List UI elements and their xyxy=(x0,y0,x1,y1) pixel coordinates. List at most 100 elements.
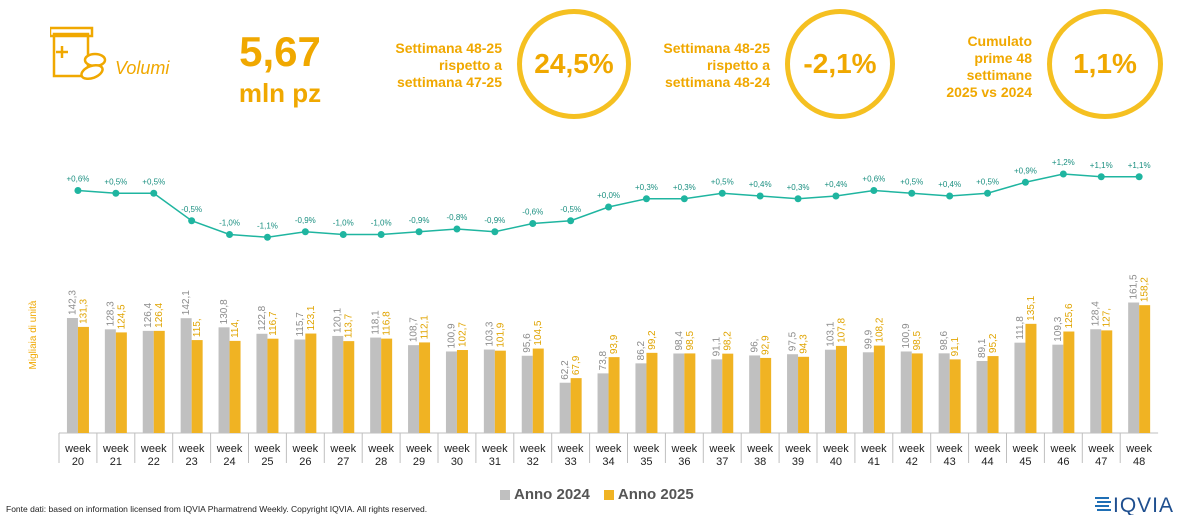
bar-2025 xyxy=(684,353,696,433)
variation-point xyxy=(1097,173,1105,181)
x-tick-label-number: 31 xyxy=(489,456,501,468)
bar-2024-label: 161,5 xyxy=(1129,274,1140,299)
bar-2024 xyxy=(66,318,78,433)
bar-2024-label: 103,3 xyxy=(484,321,495,346)
x-tick-label-week: week xyxy=(898,443,925,455)
variation-label: +1,1% xyxy=(1090,161,1113,170)
iqvia-logo: IQVIA xyxy=(1095,494,1174,515)
bar-2024-label: 89,1 xyxy=(977,338,988,358)
bar-2025-label: 108,2 xyxy=(874,317,885,342)
variation-label: +0,9% xyxy=(1014,166,1037,175)
bar-2025 xyxy=(419,342,431,433)
bar-2025 xyxy=(153,330,165,433)
x-tick-label-number: 45 xyxy=(1019,456,1031,468)
variation-point xyxy=(642,195,650,203)
variation-label: +0,5% xyxy=(711,177,734,186)
bar-2025-label: 125,6 xyxy=(1064,303,1075,328)
x-tick-label-number: 41 xyxy=(868,456,880,468)
bar-2024-label: 99,9 xyxy=(863,329,874,349)
bar-2024 xyxy=(104,329,116,433)
x-tick-label-week: week xyxy=(1087,443,1114,455)
bar-2024-label: 98,4 xyxy=(674,331,685,351)
bar-2024 xyxy=(597,373,609,433)
bar-2024-label: 73,8 xyxy=(598,350,609,370)
x-tick-label-number: 43 xyxy=(944,456,956,468)
kpi-2-circle: -2,1% xyxy=(785,9,895,119)
variation-label: +0,5% xyxy=(104,177,127,186)
bar-2024 xyxy=(711,359,723,433)
x-tick-label-number: 26 xyxy=(299,456,311,468)
bar-2025 xyxy=(305,333,317,433)
bar-2024 xyxy=(862,352,874,433)
x-tick-label-week: week xyxy=(1050,443,1077,455)
bar-2024 xyxy=(673,353,685,433)
x-tick-label-week: week xyxy=(102,443,129,455)
variation-point xyxy=(453,225,461,233)
x-tick-label-week: week xyxy=(481,443,508,455)
x-tick-label-number: 22 xyxy=(148,456,160,468)
x-tick-label-week: week xyxy=(367,443,394,455)
x-tick-label-number: 39 xyxy=(792,456,804,468)
bar-2025-label: 127, xyxy=(1102,308,1113,327)
variation-point xyxy=(680,195,688,203)
x-tick-label-week: week xyxy=(671,443,698,455)
bar-2025-label: 112,1 xyxy=(420,315,431,340)
variation-point xyxy=(794,195,802,203)
bar-2025 xyxy=(494,350,506,433)
bar-2024 xyxy=(180,318,192,433)
bar-2025 xyxy=(987,356,999,433)
bar-2024 xyxy=(749,355,761,433)
bar-2025 xyxy=(722,353,734,433)
bar-2024-label: 111,8 xyxy=(1015,316,1026,340)
variation-point xyxy=(718,189,726,197)
bar-2024 xyxy=(294,339,306,433)
bar-2025-label: 116,8 xyxy=(382,311,393,336)
x-tick-label-week: week xyxy=(746,443,773,455)
y-axis-label: Migliaia di unità xyxy=(28,300,39,369)
bar-2024 xyxy=(445,351,457,433)
variation-point xyxy=(984,189,992,197)
bar-2025-label: 94,3 xyxy=(799,334,810,354)
x-tick-label-week: week xyxy=(860,443,887,455)
bar-2025-label: 113,7 xyxy=(344,313,355,338)
iqvia-logo-text: IQVIA xyxy=(1113,494,1174,515)
x-tick-label-number: 44 xyxy=(981,456,993,468)
variation-point xyxy=(301,228,309,236)
x-tick-label-number: 29 xyxy=(413,456,425,468)
x-tick-label-week: week xyxy=(519,443,546,455)
bar-2024-label: 96, xyxy=(750,339,761,353)
bar-2024 xyxy=(332,335,344,433)
bar-2024 xyxy=(218,327,230,433)
variation-label: +0,4% xyxy=(824,180,847,189)
bar-2025 xyxy=(115,332,127,433)
bar-2025 xyxy=(873,345,885,433)
legend-item-2025: Anno 2025 xyxy=(603,486,694,503)
bar-2025-label: 102,7 xyxy=(457,322,468,347)
variation-point xyxy=(150,189,158,197)
bar-2025-label: 101,9 xyxy=(495,322,506,347)
bar-2024 xyxy=(1014,342,1026,433)
total-volume-unit: mln pz xyxy=(238,78,322,108)
bar-2025 xyxy=(760,357,772,433)
legend-label-2025: Anno 2025 xyxy=(617,486,694,503)
bar-2024-label: 128,4 xyxy=(1091,301,1102,326)
variation-label: +1,2% xyxy=(1052,158,1075,167)
x-tick-label-week: week xyxy=(216,443,243,455)
variation-label: +0,5% xyxy=(900,177,923,186)
kpi-3-circle: 1,1% xyxy=(1047,9,1163,119)
variation-label: +0,4% xyxy=(938,180,961,189)
variation-label: -1,0% xyxy=(371,219,392,228)
kpi-1-label: Settimana 48-25 rispetto a settimana 47-25 xyxy=(395,40,502,90)
legend-item-2024: Anno 2024 xyxy=(500,486,590,503)
bar-2024-label: 100,9 xyxy=(446,323,457,348)
x-tick-label-number: 24 xyxy=(223,456,235,468)
variation-point xyxy=(74,187,82,194)
x-tick-label-number: 27 xyxy=(337,456,349,468)
bar-2025-label: 124,5 xyxy=(116,304,127,329)
bar-2025-label: 104,5 xyxy=(533,320,544,345)
bar-2025-label: 158,2 xyxy=(1140,277,1151,302)
bar-2025-label: 115, xyxy=(192,318,203,337)
bar-2024 xyxy=(824,349,836,433)
bar-2024-label: 62,2 xyxy=(560,360,571,380)
bar-2025 xyxy=(949,359,961,433)
